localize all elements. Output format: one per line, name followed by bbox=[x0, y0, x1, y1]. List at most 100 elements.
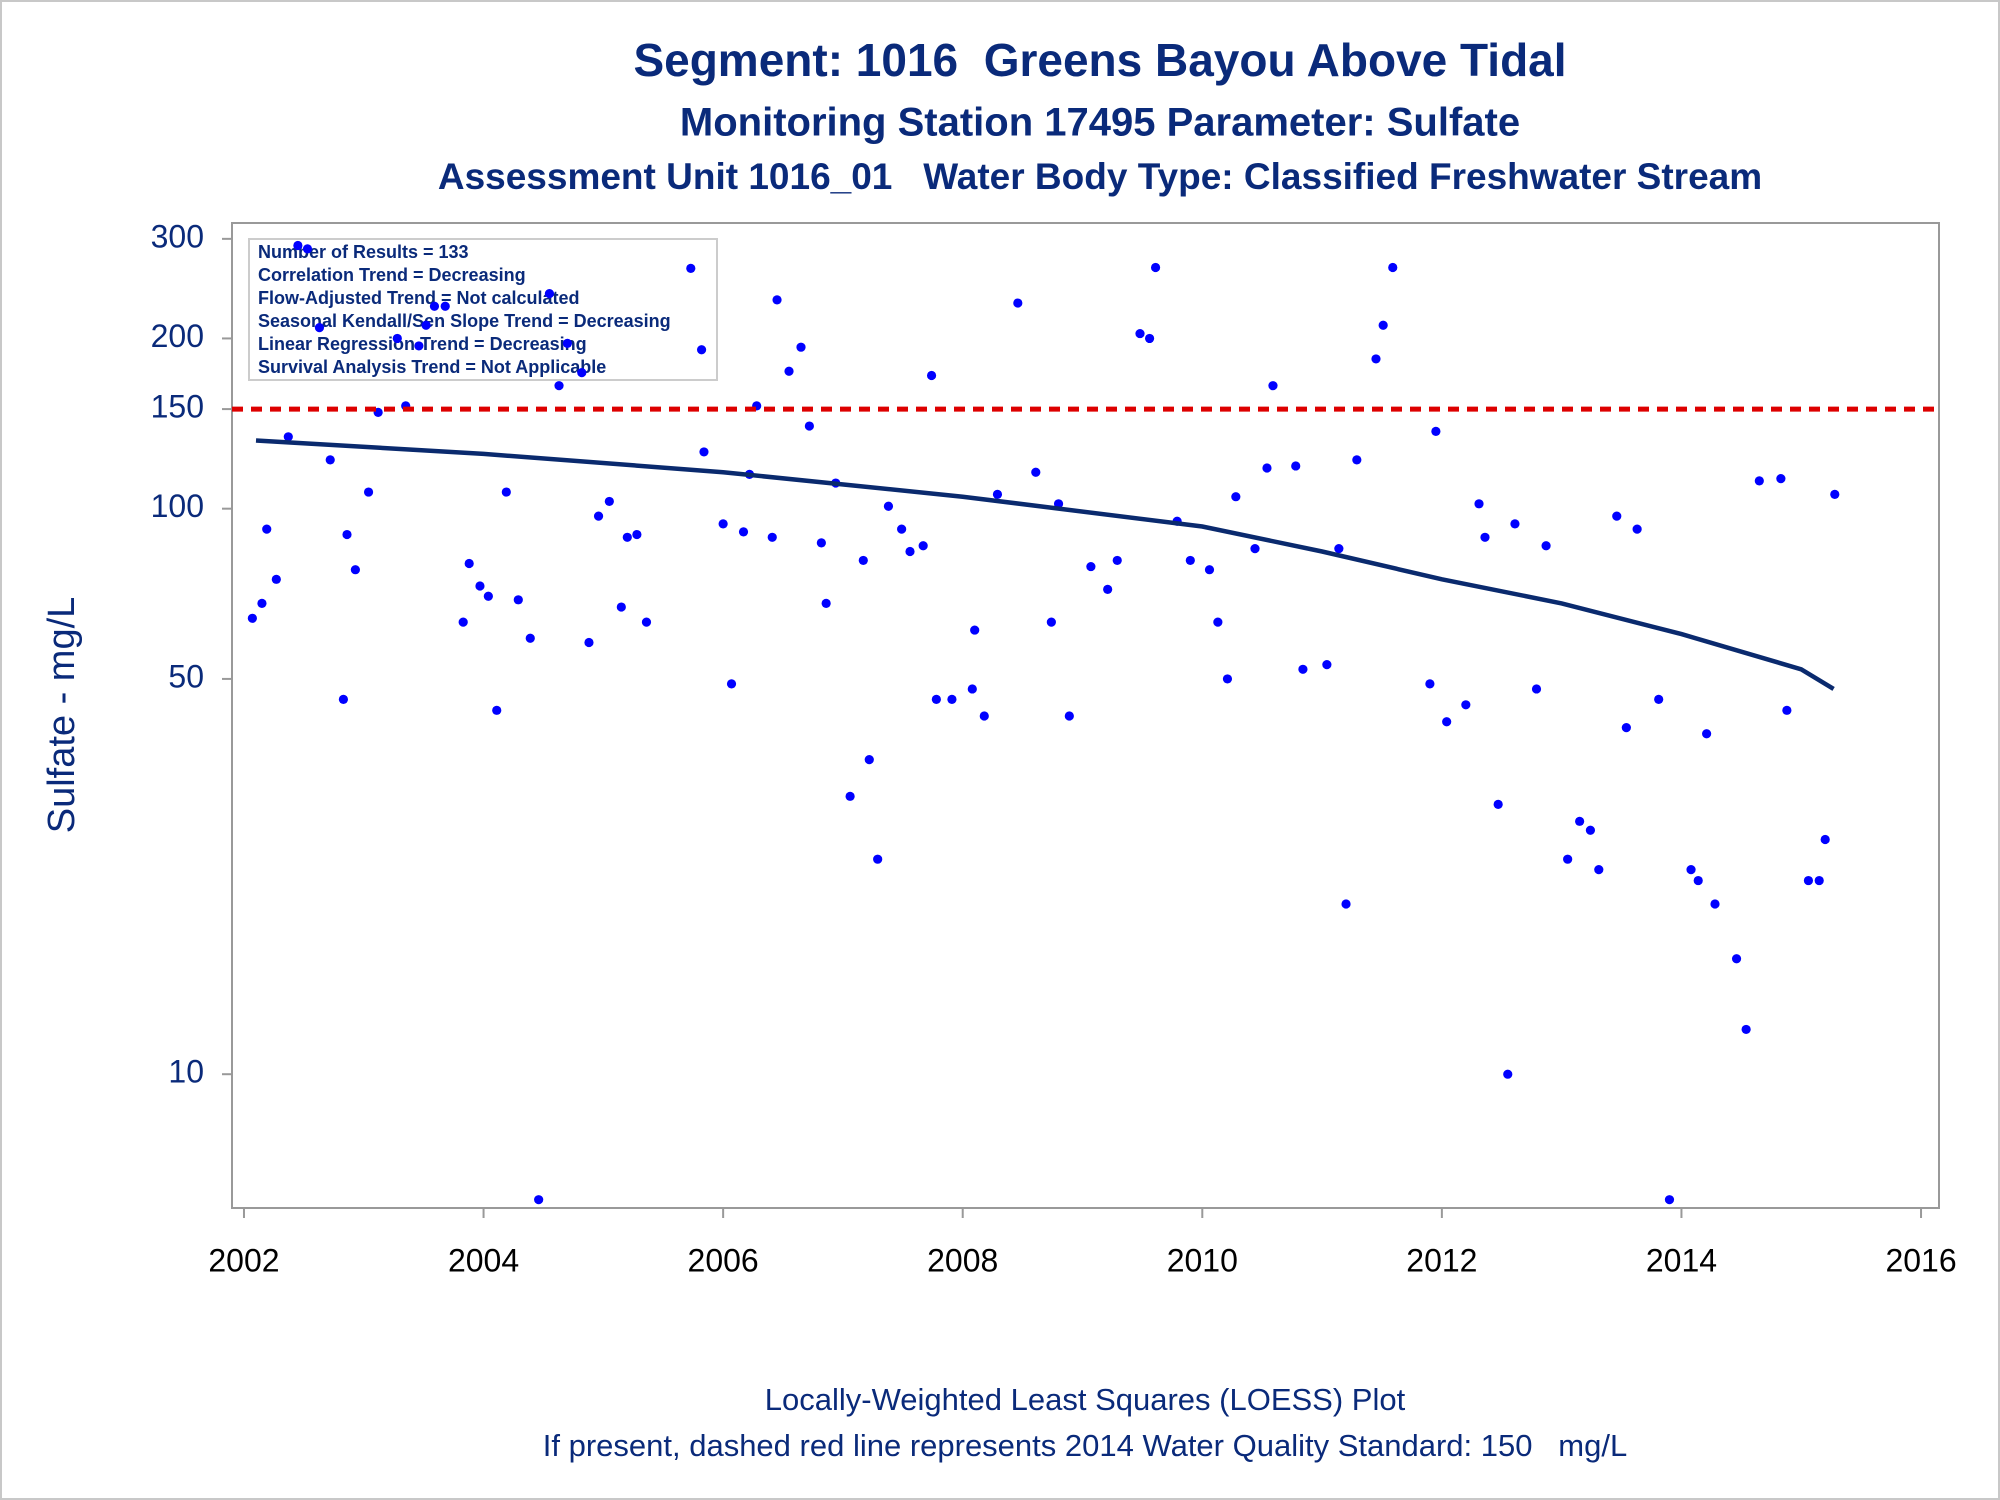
data-point bbox=[1262, 463, 1272, 473]
data-point bbox=[1013, 298, 1023, 308]
chart-subtitle: Monitoring Station 17495 Parameter: Sulf… bbox=[680, 101, 1520, 145]
data-point bbox=[699, 447, 709, 457]
data-point bbox=[1510, 519, 1520, 529]
data-point bbox=[1782, 705, 1792, 715]
plot-frame bbox=[231, 222, 1940, 1209]
data-point bbox=[897, 524, 907, 534]
annotation: Seasonal Kendall/Sen Slope Trend = Decre… bbox=[258, 311, 671, 331]
data-point bbox=[947, 694, 957, 704]
data-point bbox=[534, 1195, 544, 1205]
y-tick-label: 10 bbox=[168, 1054, 204, 1090]
data-point bbox=[350, 565, 360, 575]
data-point bbox=[1144, 333, 1155, 344]
data-point bbox=[584, 637, 594, 648]
annotation: Survival Analysis Trend = Not Applicable bbox=[258, 357, 606, 377]
data-point bbox=[414, 341, 424, 351]
data-point bbox=[1046, 617, 1056, 627]
data-point bbox=[544, 289, 555, 299]
data-point bbox=[1250, 543, 1260, 554]
data-point bbox=[562, 338, 573, 348]
data-point bbox=[931, 694, 941, 704]
data-point bbox=[784, 366, 794, 376]
data-point bbox=[1431, 426, 1441, 436]
data-point bbox=[926, 370, 937, 381]
data-point bbox=[1820, 834, 1830, 845]
data-point bbox=[1298, 664, 1308, 674]
data-point bbox=[1541, 541, 1551, 551]
data-point bbox=[1135, 328, 1145, 339]
data-point bbox=[458, 617, 468, 627]
data-point bbox=[1664, 1195, 1675, 1205]
data-point bbox=[686, 263, 696, 273]
data-point bbox=[325, 455, 335, 465]
y-tick-label: 100 bbox=[151, 488, 204, 524]
data-point bbox=[1754, 476, 1764, 486]
data-point bbox=[1693, 875, 1703, 886]
data-point bbox=[247, 613, 257, 623]
data-point bbox=[1222, 674, 1233, 684]
data-point bbox=[967, 684, 977, 694]
loess-line bbox=[255, 438, 1835, 691]
data-point bbox=[772, 295, 782, 305]
data-point bbox=[475, 581, 485, 591]
data-point bbox=[392, 333, 402, 344]
data-point bbox=[970, 625, 980, 635]
data-point bbox=[1031, 467, 1041, 477]
data-point bbox=[302, 244, 313, 254]
x-tick-label: 2006 bbox=[688, 1242, 759, 1278]
data-point bbox=[464, 558, 474, 569]
data-point bbox=[492, 705, 502, 715]
data-point bbox=[864, 755, 874, 765]
data-point bbox=[1425, 679, 1435, 689]
data-point bbox=[873, 854, 883, 864]
data-point bbox=[1741, 1024, 1751, 1035]
data-point bbox=[1322, 660, 1332, 670]
data-point bbox=[271, 574, 281, 584]
data-point bbox=[641, 617, 652, 627]
data-point bbox=[616, 602, 626, 612]
data-point bbox=[696, 345, 707, 355]
data-point bbox=[421, 320, 431, 330]
data-point bbox=[979, 711, 989, 721]
data-point bbox=[1830, 489, 1840, 499]
data-point bbox=[992, 489, 1003, 499]
data-point bbox=[796, 342, 806, 352]
data-point bbox=[1112, 555, 1122, 566]
x-tick-label: 2010 bbox=[1167, 1242, 1238, 1278]
x-tick-label: 2008 bbox=[927, 1242, 998, 1278]
footnote: Locally-Weighted Least Squares (LOESS) P… bbox=[765, 1382, 1406, 1417]
x-tick-label: 2012 bbox=[1406, 1242, 1477, 1278]
data-point bbox=[1654, 694, 1664, 704]
data-point bbox=[1086, 561, 1096, 572]
data-point bbox=[858, 555, 868, 566]
data-point bbox=[1731, 954, 1742, 964]
data-point bbox=[905, 546, 915, 557]
data-point bbox=[1341, 899, 1351, 909]
data-point bbox=[483, 591, 493, 601]
data-point bbox=[1480, 532, 1490, 542]
data-point bbox=[1585, 825, 1596, 835]
y-tick-label: 300 bbox=[151, 218, 204, 254]
data-point bbox=[1632, 524, 1642, 534]
data-point bbox=[604, 496, 614, 507]
data-point bbox=[525, 633, 535, 643]
data-point bbox=[283, 432, 293, 442]
data-point bbox=[577, 368, 587, 378]
data-point bbox=[1231, 492, 1241, 502]
data-point bbox=[738, 527, 749, 537]
data-point bbox=[1291, 461, 1301, 471]
data-point bbox=[918, 541, 928, 551]
data-point bbox=[767, 532, 777, 542]
data-point bbox=[1702, 729, 1712, 739]
data-point bbox=[1378, 320, 1388, 330]
annotation-box bbox=[248, 238, 718, 381]
data-point bbox=[1686, 865, 1696, 875]
data-point bbox=[1388, 262, 1398, 273]
data-point bbox=[1371, 354, 1381, 364]
x-tick-label: 2002 bbox=[208, 1242, 279, 1278]
annotation: Flow-Adjusted Trend = Not calculated bbox=[258, 288, 580, 308]
data-point bbox=[1150, 262, 1161, 273]
annotation: Number of Results = 133 bbox=[258, 242, 469, 262]
data-point bbox=[1776, 474, 1786, 484]
data-point bbox=[726, 679, 737, 689]
